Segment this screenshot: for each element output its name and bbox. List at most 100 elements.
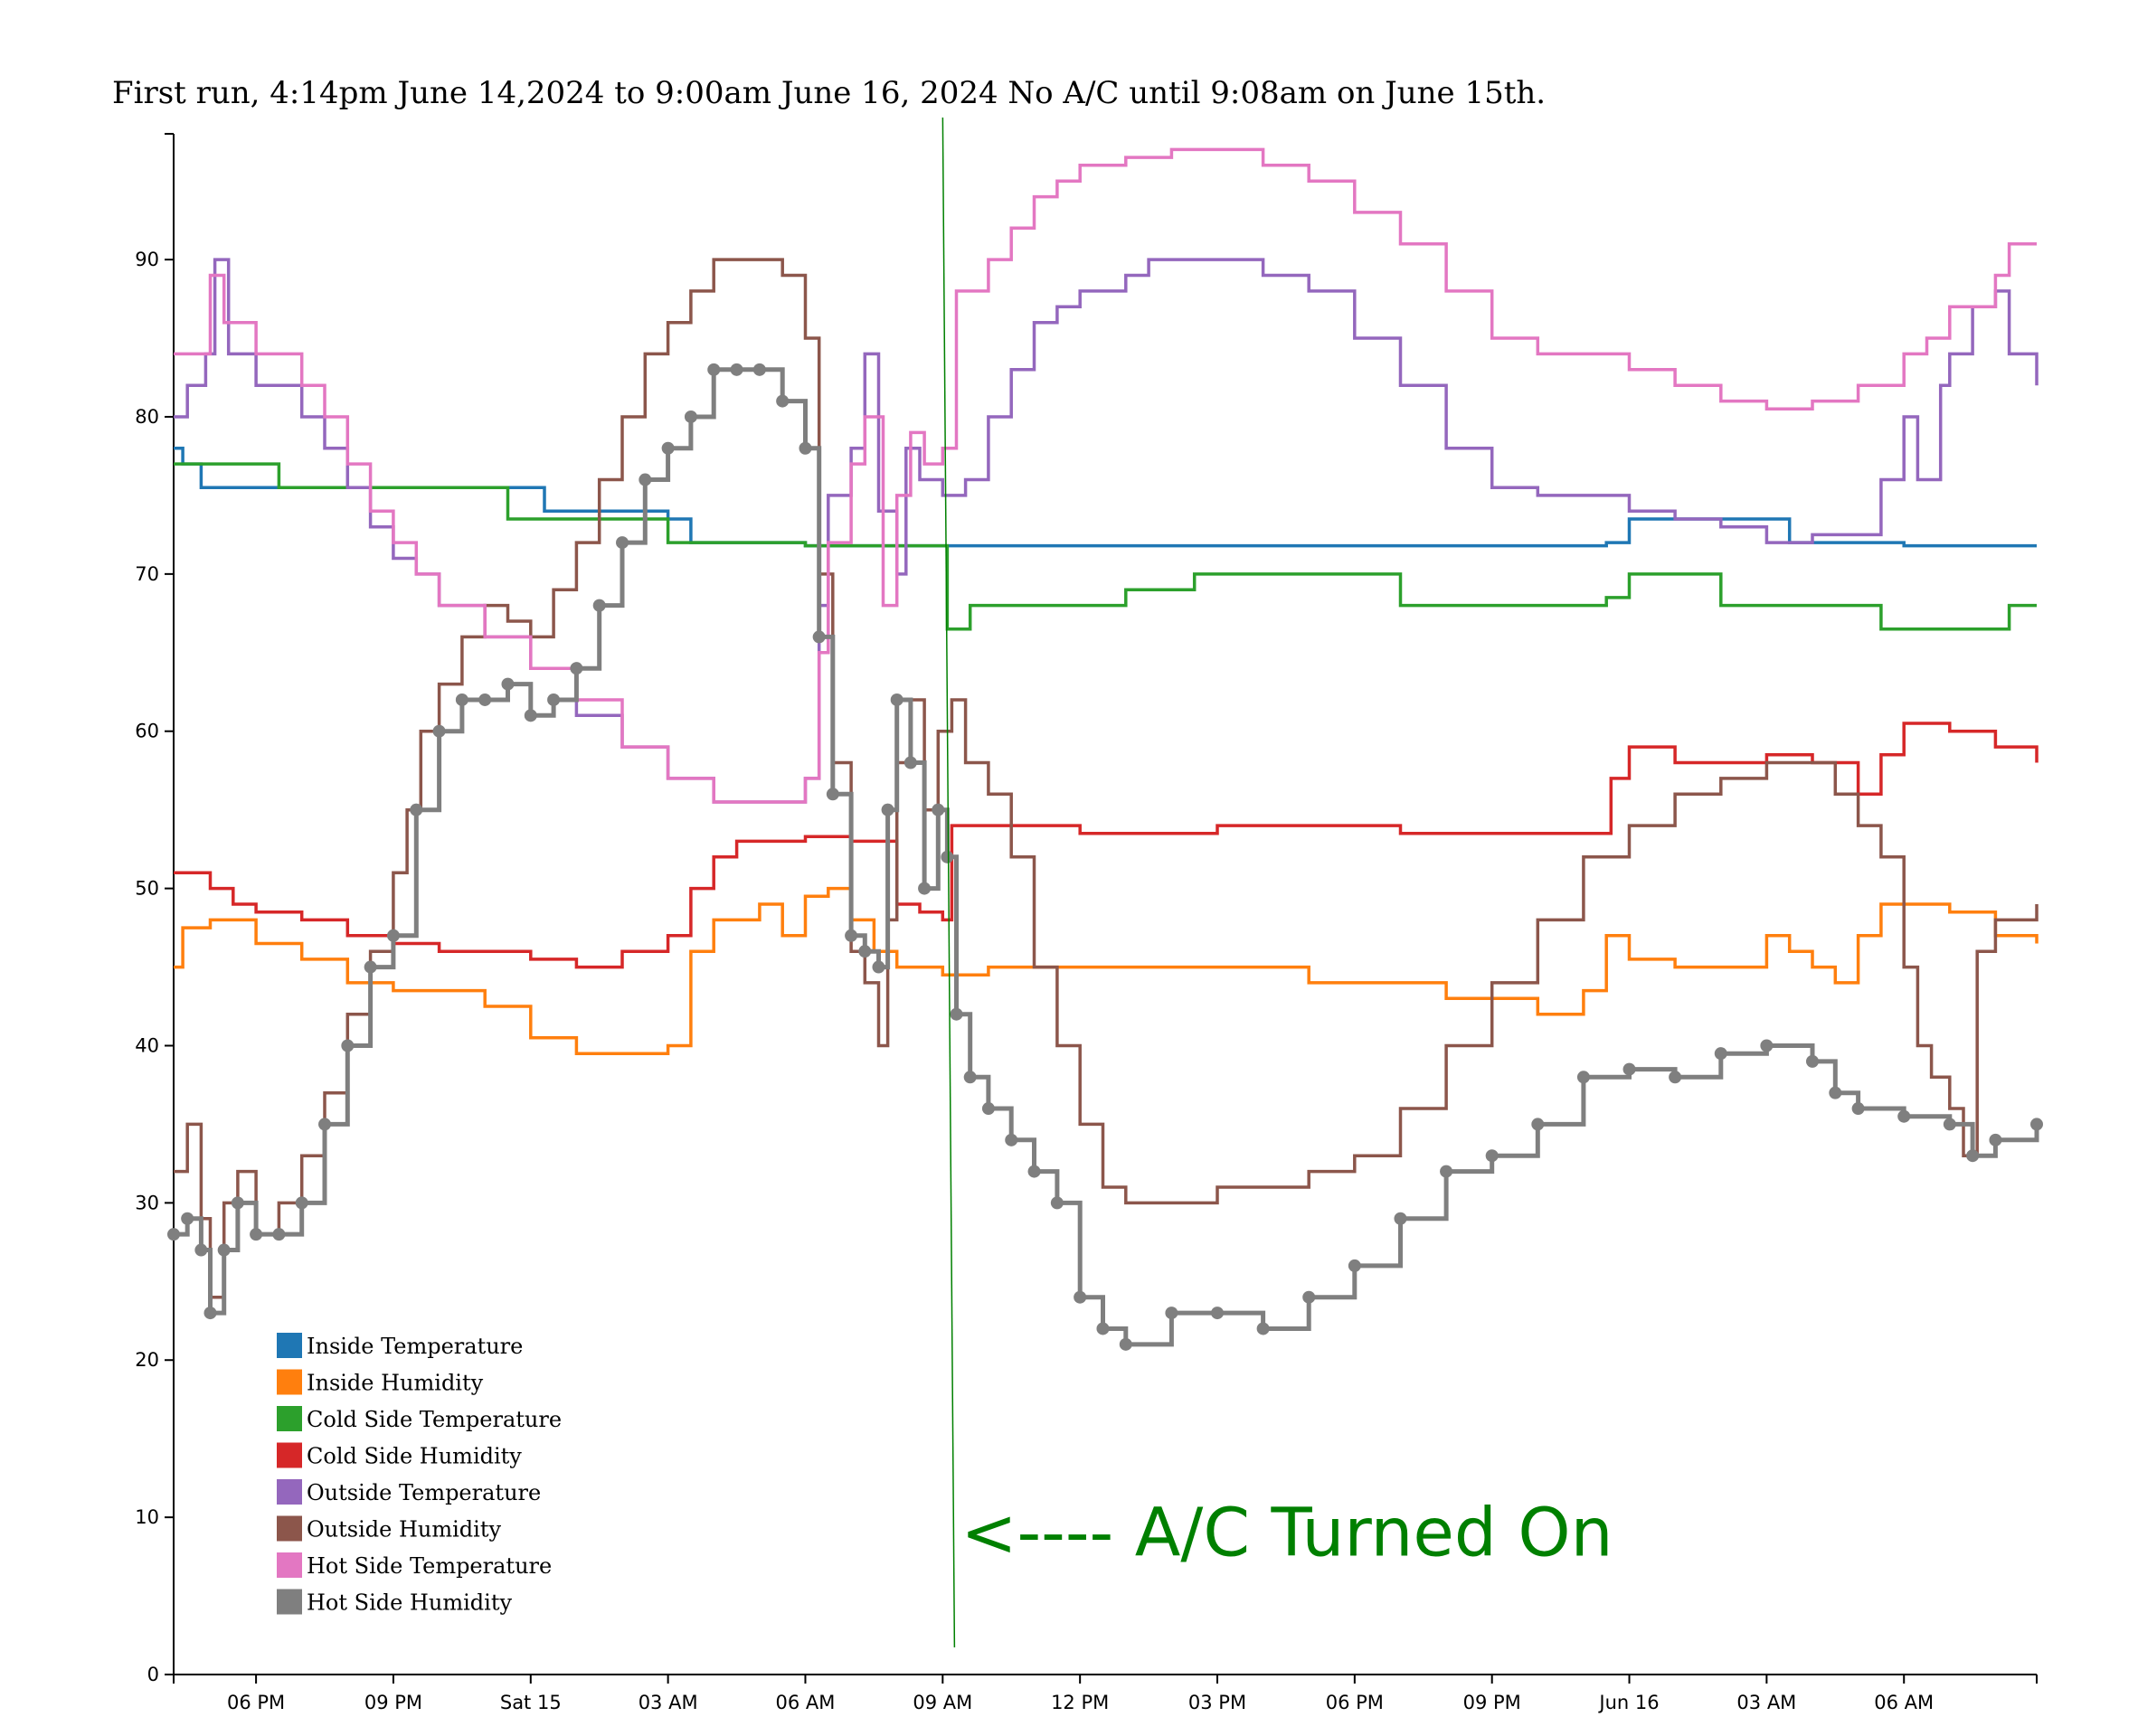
legend-label-hot-side-humidity: Hot Side Humidity xyxy=(307,1590,512,1616)
y-tick-label: 0 xyxy=(147,1664,159,1685)
series-point-hot-side-humidity xyxy=(1829,1086,1842,1099)
series-point-hot-side-humidity xyxy=(231,1196,244,1210)
series-point-hot-side-humidity xyxy=(981,1102,995,1116)
series-point-hot-side-humidity xyxy=(1027,1165,1041,1178)
legend-label-outside-humidity: Outside Humidity xyxy=(307,1517,501,1543)
legend-swatch-inside-temperature xyxy=(277,1333,302,1358)
series-point-hot-side-humidity xyxy=(217,1243,231,1257)
y-tick-label: 40 xyxy=(135,1034,159,1056)
series-point-hot-side-humidity xyxy=(1074,1290,1087,1304)
series-point-hot-side-humidity xyxy=(616,536,629,550)
series-point-hot-side-humidity xyxy=(903,756,917,769)
y-tick-label: 90 xyxy=(135,249,159,270)
series-point-hot-side-humidity xyxy=(963,1071,977,1084)
series-point-hot-side-humidity xyxy=(1096,1322,1110,1335)
series-line-hot-side-temperature xyxy=(174,147,2037,804)
series-point-hot-side-humidity xyxy=(684,410,697,423)
series-point-hot-side-humidity xyxy=(1485,1149,1499,1163)
series-point-hot-side-humidity xyxy=(1943,1118,1956,1131)
series-point-hot-side-humidity xyxy=(1805,1054,1819,1068)
series-point-hot-side-humidity xyxy=(812,630,826,644)
legend-label-hot-side-temperature: Hot Side Temperature xyxy=(307,1553,552,1579)
series-point-hot-side-humidity xyxy=(1211,1307,1225,1320)
x-tick-label: 03 PM xyxy=(1188,1692,1246,1713)
series-point-hot-side-humidity xyxy=(932,803,945,816)
series-point-hot-side-humidity xyxy=(318,1118,332,1131)
y-tick-label: 60 xyxy=(135,721,159,742)
series-line-outside-humidity xyxy=(174,258,2039,1299)
chart-title: First run, 4:14pm June 14,2024 to 9:00am… xyxy=(112,75,1546,111)
series-point-hot-side-humidity xyxy=(950,1007,963,1021)
series-point-hot-side-humidity xyxy=(1989,1133,2002,1146)
x-tick-label: 03 AM xyxy=(639,1692,698,1713)
legend-swatch-outside-humidity xyxy=(277,1515,302,1542)
series-point-hot-side-humidity xyxy=(881,803,894,816)
legend-swatch-cold-side-humidity xyxy=(277,1442,302,1468)
series-point-hot-side-humidity xyxy=(1714,1047,1727,1061)
series-point-hot-side-humidity xyxy=(167,1228,180,1241)
x-tick-label: 03 AM xyxy=(1736,1692,1796,1713)
legend-swatch-hot-side-temperature xyxy=(277,1552,302,1578)
legend-swatch-inside-humidity xyxy=(277,1369,302,1395)
series-point-hot-side-humidity xyxy=(410,803,423,816)
series-point-hot-side-humidity xyxy=(250,1228,263,1241)
series-point-hot-side-humidity xyxy=(341,1039,355,1052)
annotation-layer: <---- A/C Turned On xyxy=(941,117,1613,1648)
series-point-hot-side-humidity xyxy=(707,363,721,376)
series-point-hot-side-humidity xyxy=(845,929,858,942)
series-layer xyxy=(167,147,2043,1351)
series-point-hot-side-humidity xyxy=(639,473,652,486)
series-point-hot-side-humidity xyxy=(1622,1062,1636,1076)
ac-turned-on-annotation: <---- A/C Turned On xyxy=(960,1495,1613,1572)
series-line-cold-side-humidity xyxy=(174,722,2039,969)
series-point-hot-side-humidity xyxy=(181,1212,194,1225)
legend: Inside Temperature Inside Humidity Cold Si… xyxy=(277,1333,562,1616)
legend-label-inside-temperature: Inside Temperature xyxy=(307,1334,523,1359)
series-point-hot-side-humidity xyxy=(386,929,400,942)
series-point-hot-side-humidity xyxy=(872,960,885,974)
legend-swatch-outside-temperature xyxy=(277,1479,302,1505)
series-point-hot-side-humidity xyxy=(1531,1118,1545,1131)
series-point-hot-side-humidity xyxy=(478,693,492,706)
series-point-hot-side-humidity xyxy=(592,599,606,612)
series-point-hot-side-humidity xyxy=(194,1243,208,1257)
x-tick-label: 06 AM xyxy=(1874,1692,1934,1713)
series-point-hot-side-humidity xyxy=(1005,1133,1018,1146)
series-point-hot-side-humidity xyxy=(547,693,561,706)
series-point-hot-side-humidity xyxy=(1050,1196,1064,1210)
legend-label-outside-temperature: Outside Temperature xyxy=(307,1480,541,1505)
series-line-hot-side-humidity xyxy=(174,367,2039,1347)
legend-label-cold-side-humidity: Cold Side Humidity xyxy=(307,1444,522,1469)
y-tick-label: 50 xyxy=(135,878,159,900)
ac-on-vertical-line xyxy=(941,117,956,1648)
x-tick-label: Jun 16 xyxy=(1597,1692,1659,1713)
series-point-hot-side-humidity xyxy=(295,1196,308,1210)
series-point-hot-side-humidity xyxy=(1851,1102,1865,1116)
series-point-hot-side-humidity xyxy=(661,441,675,455)
y-tick-label: 10 xyxy=(135,1506,159,1528)
x-tick-label: 06 PM xyxy=(1326,1692,1384,1713)
series-line-inside-temperature xyxy=(174,447,2037,548)
x-tick-label: 09 AM xyxy=(913,1692,972,1713)
series-point-hot-side-humidity xyxy=(1165,1307,1178,1320)
series-point-hot-side-humidity xyxy=(501,677,515,691)
series-point-hot-side-humidity xyxy=(752,363,766,376)
series-point-hot-side-humidity xyxy=(570,662,583,675)
x-tick-label: 06 PM xyxy=(227,1692,285,1713)
series-point-hot-side-humidity xyxy=(890,693,903,706)
series-line-outside-temperature xyxy=(174,258,2039,804)
series-point-hot-side-humidity xyxy=(1119,1337,1132,1351)
series-point-hot-side-humidity xyxy=(1256,1322,1270,1335)
series-point-hot-side-humidity xyxy=(1760,1039,1774,1052)
series-point-hot-side-humidity xyxy=(524,709,537,722)
x-tick-label: 06 AM xyxy=(776,1692,836,1713)
series-line-cold-side-temperature xyxy=(174,462,2037,631)
series-line-inside-humidity xyxy=(174,886,2039,1055)
series-point-hot-side-humidity xyxy=(1897,1109,1911,1123)
y-tick-label: 70 xyxy=(135,563,159,585)
legend-swatch-hot-side-humidity xyxy=(277,1589,302,1615)
y-tick-label: 80 xyxy=(135,406,159,428)
series-point-hot-side-humidity xyxy=(1669,1071,1682,1084)
series-point-hot-side-humidity xyxy=(858,945,872,958)
